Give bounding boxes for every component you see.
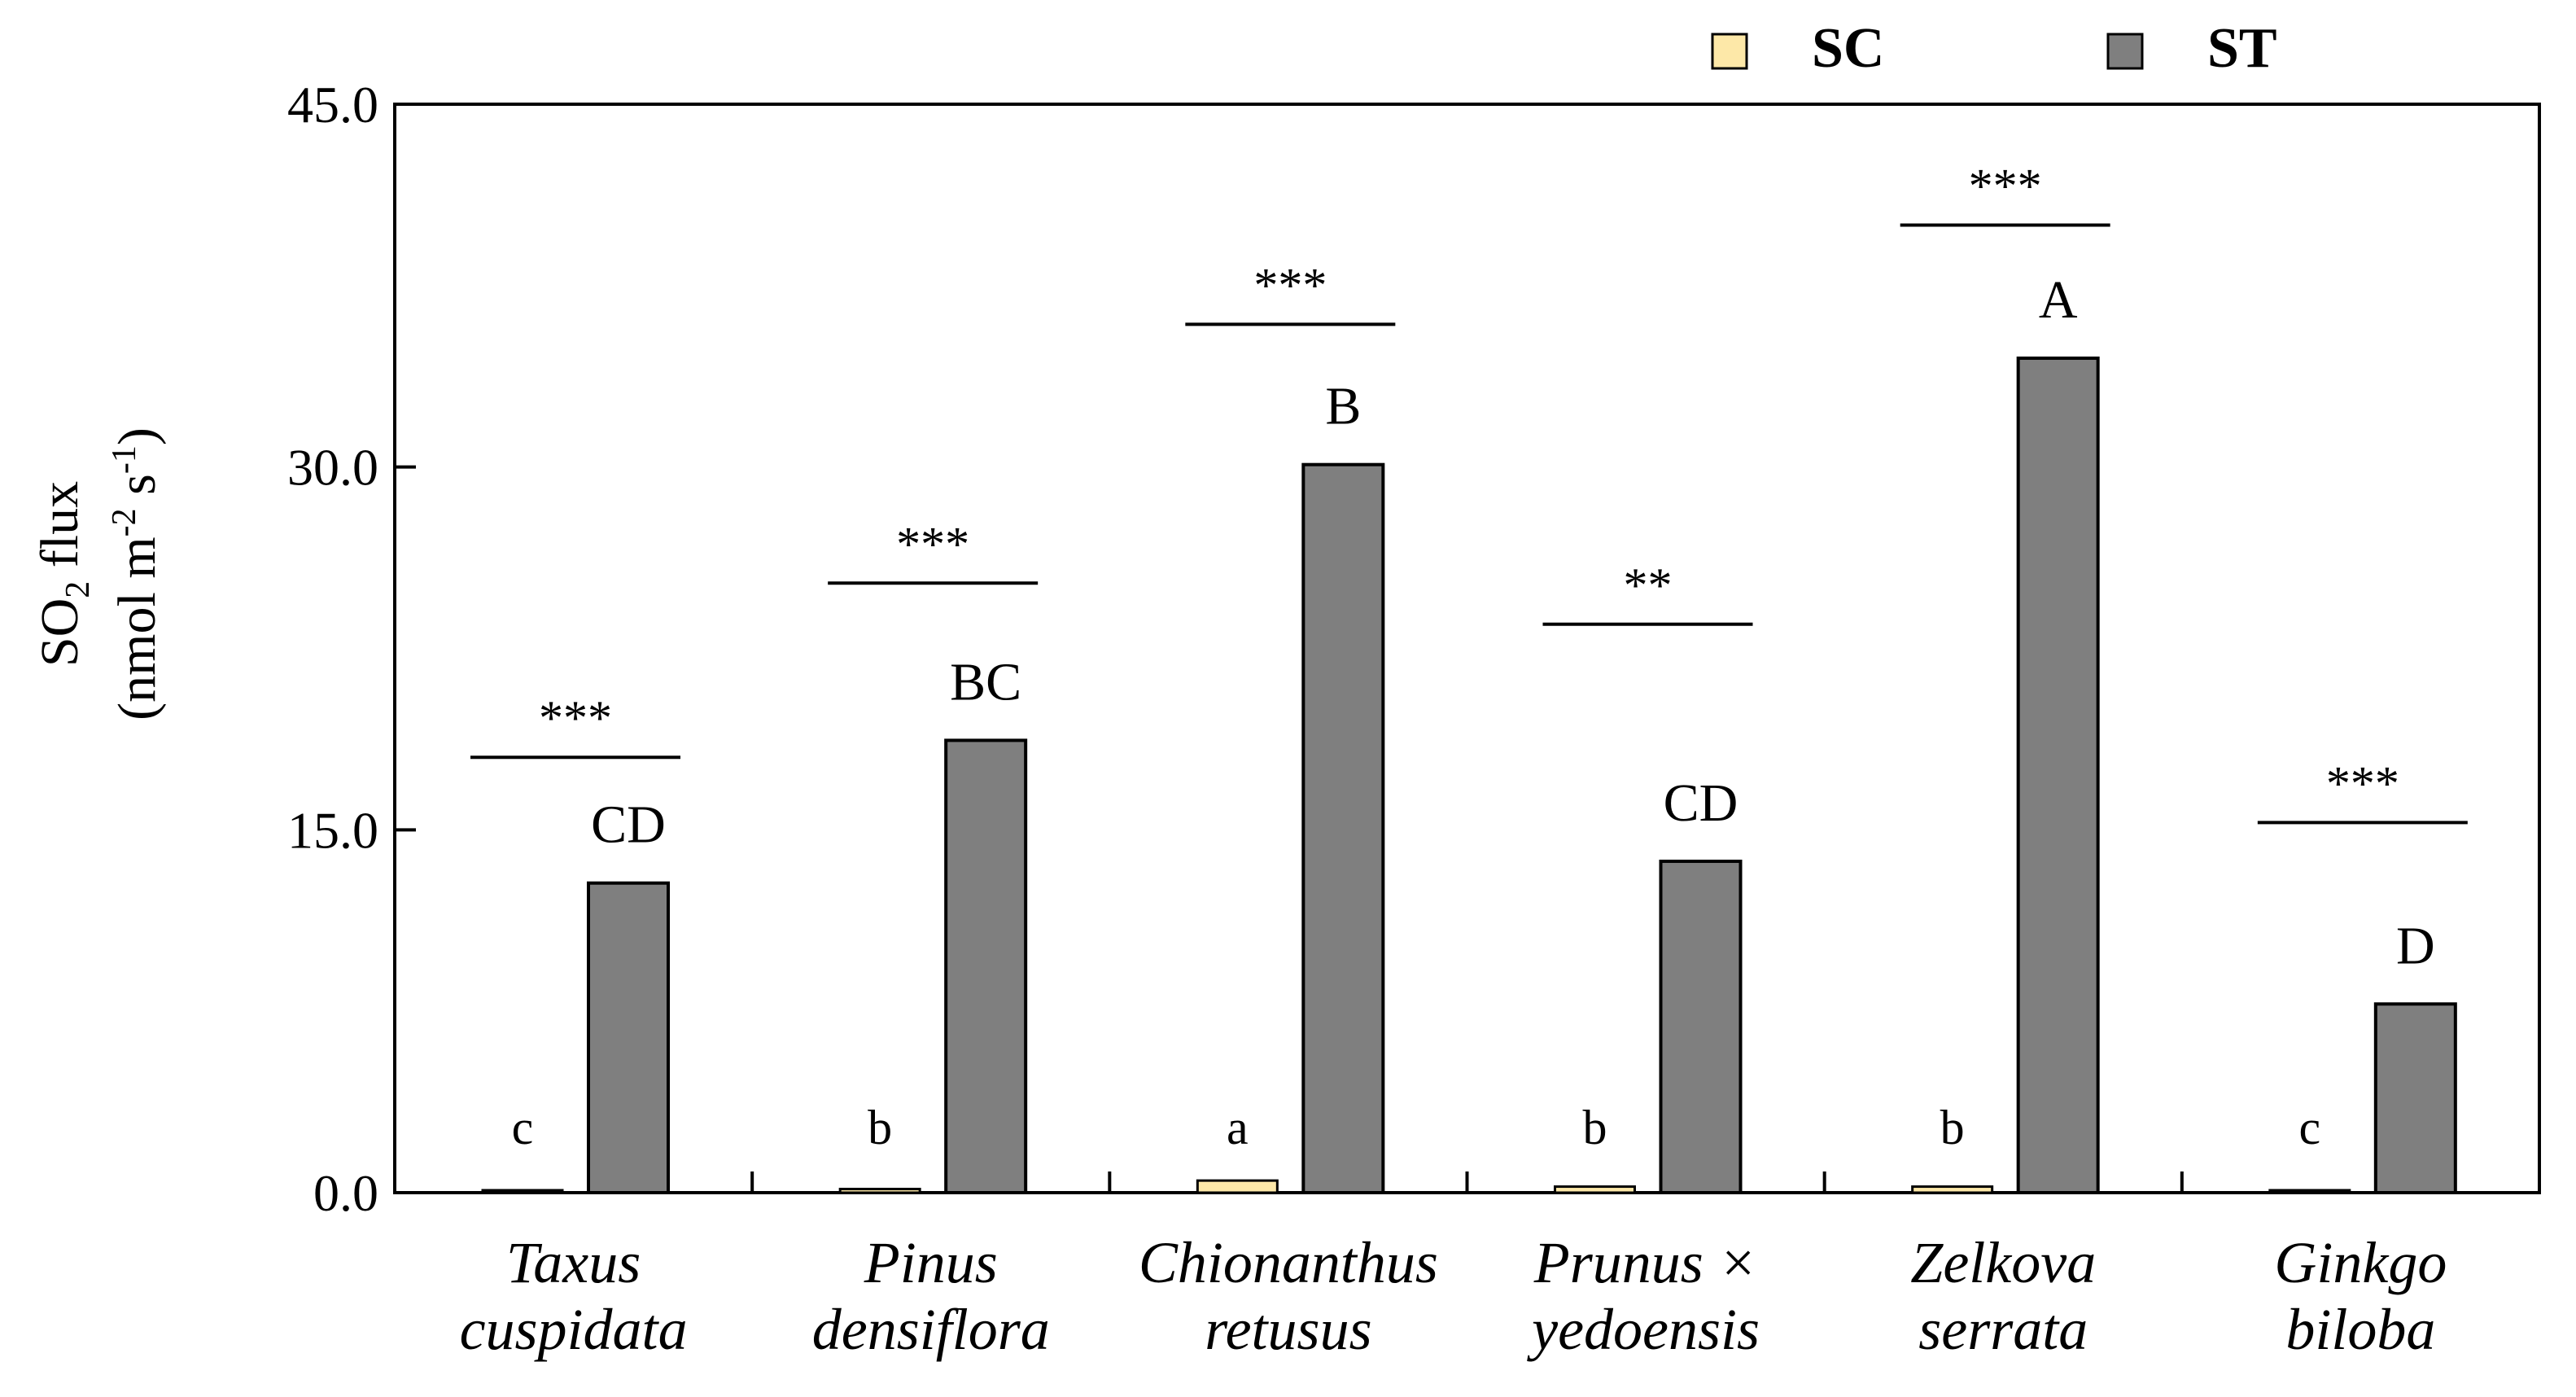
y-unit-open: (nmol m (107, 536, 167, 720)
significance-stars: *** (896, 517, 969, 571)
legend-label-sc: SC (1812, 17, 1884, 80)
category-label-line1: Taxus (506, 1230, 641, 1295)
y-unit-sup2: -1 (106, 445, 143, 474)
y-axis-title-sub: 2 (59, 581, 97, 598)
y-axis-title: SO2 flux (nmol m-2 s-1) (30, 427, 167, 720)
y-tick-label: 0.0 (313, 1164, 378, 1222)
bar-sc (2268, 1189, 2351, 1194)
bar-sc (838, 1188, 921, 1194)
letter-st: CD (591, 795, 666, 855)
category-label-line2: yedoensis (1526, 1297, 1760, 1362)
bar-st (2373, 1002, 2457, 1194)
significance-stars: *** (539, 691, 612, 745)
bar-st (944, 738, 1028, 1194)
bar-st (1301, 462, 1385, 1194)
letter-st: CD (1664, 773, 1738, 833)
letter-sc: b (1940, 1101, 1965, 1154)
bar-st (587, 881, 670, 1194)
category-label-line2: densiflora (812, 1297, 1050, 1362)
category-label-line2: serrata (1918, 1297, 2088, 1362)
category-label-line1: Chionanthus (1139, 1230, 1438, 1295)
bar-st (2016, 356, 2100, 1194)
bar-sc (1554, 1185, 1636, 1194)
letter-st: D (2396, 916, 2435, 975)
bar-sc (1911, 1185, 1994, 1194)
significance-stars: *** (1253, 258, 1327, 312)
bar-sc (481, 1189, 564, 1194)
legend-swatch-st (2106, 33, 2144, 70)
legend-label-st: ST (2207, 17, 2277, 80)
y-unit-sup1: -2 (106, 508, 143, 536)
y-tick-label: 15.0 (287, 801, 378, 859)
letter-sc: c (2299, 1101, 2321, 1154)
legend: SC ST (1711, 17, 2277, 80)
category-label-line2: biloba (2285, 1297, 2435, 1362)
y-unit-mid: s (107, 474, 167, 508)
bar-st (1659, 859, 1743, 1194)
letter-sc: b (868, 1101, 892, 1154)
legend-swatch-sc (1711, 33, 1748, 70)
category-label-line2: cuspidata (460, 1297, 688, 1362)
y-axis-title-main: SO (30, 598, 90, 667)
letter-st: B (1325, 377, 1361, 436)
letter-st: A (2039, 270, 2078, 330)
plot-frame (393, 103, 2541, 1194)
y-unit-close: ) (107, 427, 167, 445)
bar-sc (1196, 1179, 1279, 1194)
letter-st: BC (950, 652, 1021, 712)
letter-sc: b (1583, 1101, 1607, 1154)
significance-stars: ** (1624, 558, 1673, 612)
letter-sc: a (1227, 1101, 1249, 1154)
category-label-line2: retusus (1205, 1297, 1371, 1362)
letter-sc: c (512, 1101, 534, 1154)
category-label-line1: Pinus (864, 1230, 998, 1295)
y-tick-label: 30.0 (287, 439, 378, 497)
svg-text:(nmol m-2 s-1): (nmol m-2 s-1) (106, 427, 167, 720)
svg-text:SO2 flux: SO2 flux (30, 481, 97, 667)
category-label-line1: Prunus × (1533, 1230, 1758, 1295)
y-axis-title-rest: flux (30, 481, 90, 581)
significance-stars: *** (2326, 756, 2399, 810)
category-label-line1: Zelkova (1910, 1230, 2096, 1295)
category-label-line1: Ginkgo (2274, 1230, 2447, 1295)
y-tick-label: 45.0 (287, 76, 378, 134)
significance-stars: *** (1969, 160, 2042, 213)
